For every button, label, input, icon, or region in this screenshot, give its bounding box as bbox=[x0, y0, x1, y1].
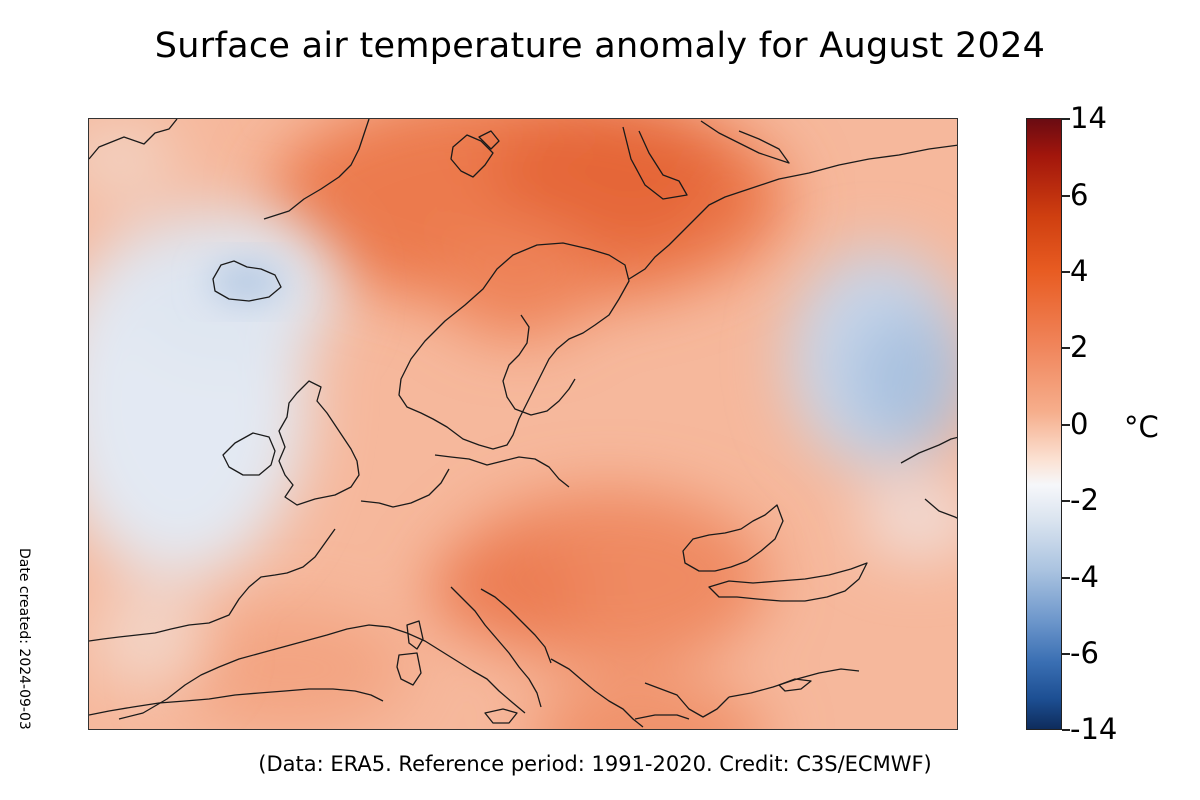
colorbar bbox=[1026, 118, 1062, 730]
colorbar-tick bbox=[1062, 729, 1070, 731]
colorbar-tick bbox=[1062, 195, 1070, 197]
colorbar-tick bbox=[1062, 347, 1070, 349]
anomaly-map bbox=[89, 119, 957, 729]
colorbar-tick-label: 14 bbox=[1070, 101, 1107, 135]
date-created-label: Date created: 2024-09-03 bbox=[16, 548, 32, 730]
colorbar-tick-label: 6 bbox=[1070, 178, 1089, 212]
iceland-cool-spot bbox=[209, 262, 285, 302]
colorbar-tick-label: 4 bbox=[1070, 254, 1089, 288]
colorbar-tick-label: 2 bbox=[1070, 330, 1089, 364]
colorbar-tick bbox=[1062, 577, 1070, 579]
colorbar-tick-label: -14 bbox=[1070, 712, 1118, 746]
colorbar-tick-label: 0 bbox=[1070, 407, 1089, 441]
colorbar-tick bbox=[1062, 271, 1070, 273]
data-credit-caption: (Data: ERA5. Reference period: 1991-2020… bbox=[258, 752, 932, 776]
colorbar-tick-label: -6 bbox=[1070, 636, 1099, 670]
colorbar-unit-label: °C bbox=[1124, 410, 1159, 444]
colorbar-tick-label: -4 bbox=[1070, 560, 1099, 594]
colorbar-tick bbox=[1062, 118, 1070, 120]
map-panel bbox=[88, 118, 958, 730]
colorbar-tick bbox=[1062, 500, 1070, 502]
warm-anomaly-regions bbox=[169, 119, 789, 729]
colorbar-tick bbox=[1062, 424, 1070, 426]
colorbar-tick bbox=[1062, 653, 1070, 655]
coastlines bbox=[89, 119, 957, 728]
colorbar-tick-label: -2 bbox=[1070, 483, 1099, 517]
map-title: Surface air temperature anomaly for Augu… bbox=[154, 26, 1046, 66]
